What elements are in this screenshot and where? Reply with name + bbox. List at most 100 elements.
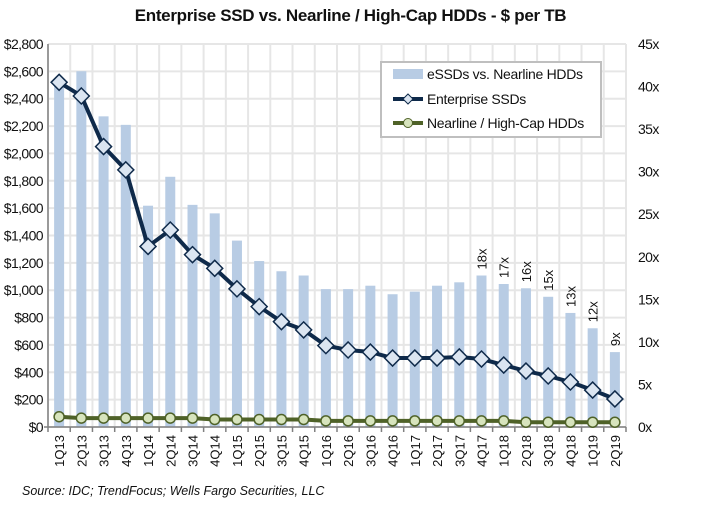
legend-label: Nearline / High-Cap HDDs: [427, 115, 584, 131]
bar-3Q14: [187, 204, 198, 427]
marker-3Q18: [539, 366, 558, 386]
data-label: 17x: [497, 257, 512, 278]
marker-2Q16: [342, 415, 354, 427]
marker-3Q13: [94, 137, 113, 156]
x-tick-label: 1Q14: [141, 435, 156, 467]
marker-2Q17: [427, 348, 447, 368]
left-tick-label: $0: [29, 419, 44, 435]
marker-1Q17: [409, 415, 421, 427]
x-tick-label: 1Q13: [52, 435, 67, 467]
x-tick-label: 2Q19: [608, 435, 623, 467]
x-tick-label: 2Q16: [341, 435, 356, 467]
x-tick-label: 4Q15: [297, 435, 312, 467]
marker-3Q17: [450, 347, 469, 367]
bar-3Q13: [98, 116, 109, 427]
left-tick-label: $1,600: [4, 200, 44, 216]
marker-3Q15: [272, 312, 291, 331]
marker-1Q13: [53, 410, 65, 423]
left-tick-label: $2,400: [4, 91, 44, 107]
bar-1Q16: [320, 289, 331, 427]
marker-4Q18: [561, 372, 580, 392]
marker-3Q16: [364, 415, 377, 427]
marker-4Q15: [294, 320, 313, 339]
marker-1Q13: [50, 73, 69, 92]
marker-4Q15: [297, 413, 310, 426]
legend-swatch-bar: [393, 69, 423, 79]
marker-1Q15: [227, 279, 247, 298]
left-tick-label: $800: [14, 310, 44, 326]
marker-2Q18: [520, 416, 532, 428]
marker-2Q15: [253, 413, 265, 426]
marker-1Q15: [231, 413, 243, 426]
marker-4Q16: [383, 348, 402, 368]
marker-2Q15: [250, 297, 269, 316]
x-tick-label: 4Q13: [119, 435, 134, 467]
x-tick-label: 4Q18: [563, 435, 578, 467]
x-tick-label: 2Q18: [519, 435, 534, 467]
data-label: 13x: [563, 285, 578, 306]
x-tick-label: 2Q17: [430, 435, 445, 467]
data-label: 18x: [475, 248, 490, 269]
left-tick-label: $200: [14, 392, 44, 408]
bar-1Q14: [143, 205, 154, 427]
marker-4Q17: [475, 415, 488, 427]
marker-4Q14: [208, 413, 221, 426]
marker-3Q16: [361, 342, 380, 362]
marker-4Q14: [205, 259, 224, 278]
bar-2Q15: [254, 261, 265, 427]
marker-1Q19: [583, 381, 602, 400]
bar-4Q13: [120, 124, 131, 427]
marker-1Q18: [497, 415, 510, 427]
marker-2Q13: [72, 86, 91, 106]
x-tick-label: 3Q13: [97, 435, 112, 467]
bar-4Q14: [209, 213, 220, 427]
bar-4Q18: [565, 312, 576, 427]
marker-3Q14: [183, 245, 202, 264]
legend-label: Enterprise SSDs: [427, 91, 526, 107]
right-tick-label: 10x: [638, 334, 659, 350]
x-tick-label: 2Q14: [163, 435, 178, 467]
x-tick-label: 2Q13: [74, 435, 89, 467]
bar-1Q13: [54, 84, 65, 427]
right-tick-label: 40x: [638, 79, 659, 95]
bar-2Q14: [165, 176, 176, 427]
right-tick-label: 15x: [638, 291, 659, 307]
marker-4Q13: [120, 412, 132, 424]
marker-1Q14: [142, 412, 154, 424]
marker-4Q13: [116, 160, 135, 179]
marker-2Q19: [605, 389, 624, 409]
marker-1Q14: [138, 237, 158, 256]
x-tick-label: 3Q18: [541, 435, 556, 467]
right-tick-label: 35x: [638, 121, 659, 137]
x-tick-label: 3Q15: [274, 435, 289, 467]
marker-2Q14: [161, 220, 180, 240]
left-tick-label: $1,800: [4, 173, 44, 189]
x-tick-label: 4Q16: [386, 435, 401, 467]
left-tick-label: $2,200: [4, 118, 44, 134]
source-note: Source: IDC; TrendFocus; Wells Fargo Sec…: [22, 484, 325, 498]
marker-3Q18: [542, 416, 554, 428]
left-tick-label: $600: [14, 337, 44, 353]
marker-1Q19: [586, 416, 599, 428]
bar-3Q15: [276, 271, 287, 427]
x-tick-label: 3Q16: [363, 435, 378, 467]
bar-2Q19: [609, 352, 620, 427]
data-label: 15x: [541, 269, 556, 290]
marker-4Q17: [472, 349, 491, 369]
marker-2Q13: [75, 412, 88, 424]
left-tick-label: $1,000: [4, 282, 44, 298]
marker-1Q16: [316, 336, 335, 355]
marker-2Q18: [516, 361, 536, 381]
left-tick-label: $2,800: [4, 36, 44, 52]
marker-3Q15: [275, 413, 288, 426]
marker-1Q16: [320, 415, 332, 427]
x-tick-label: 3Q14: [186, 435, 201, 467]
right-tick-label: 20x: [638, 249, 659, 265]
bar-1Q15: [231, 240, 242, 427]
right-tick-label: 45x: [638, 36, 659, 52]
bar-2Q13: [76, 71, 87, 427]
x-tick-label: 1Q16: [319, 435, 334, 467]
marker-2Q17: [431, 415, 443, 427]
marker-2Q16: [339, 340, 358, 360]
